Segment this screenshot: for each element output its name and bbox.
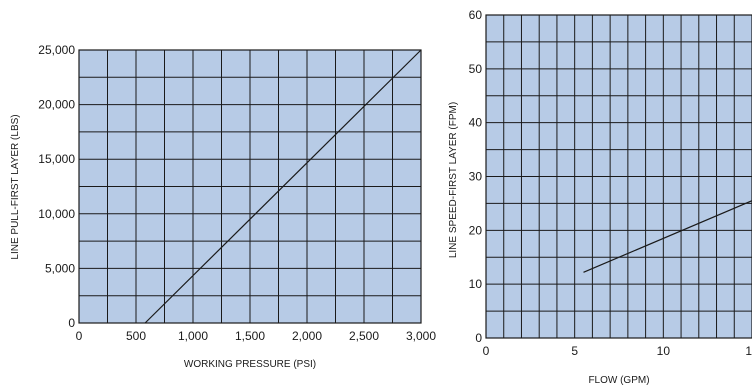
chart-left-x-ticks: 0 500 1,000 1,500 2,000 2,500 3,000 <box>76 329 437 343</box>
chart-left-x-tick-label: 0 <box>76 329 83 343</box>
chart-left-x-tick-label: 2,500 <box>349 329 379 343</box>
chart-left-grid <box>78 49 422 324</box>
chart-right-x-tick-label: 10 <box>657 344 671 358</box>
chart-right-x-axis-label: FLOW (GPM) <box>588 375 649 386</box>
chart-right-y-tick-label: 50 <box>469 62 483 76</box>
chart-right-y-ticks: 0 10 20 30 40 50 60 <box>469 8 483 345</box>
chart-right-y-axis-label: LINE SPEED-FIRST LAYER (FPM) <box>448 102 459 258</box>
chart-right-series <box>583 200 752 273</box>
chart-right-x-tick-label: 5 <box>571 344 578 358</box>
chart-left-x-tick-label: 2,000 <box>292 329 322 343</box>
chart-left-y-tick-label: 20,000 <box>38 98 75 112</box>
chart-left-y-tick-label: 5,000 <box>45 261 75 275</box>
chart-left-series-line <box>144 49 422 324</box>
chart-right-x-ticks: 0 5 10 15 <box>483 344 752 358</box>
chart-right-y-tick-label: 10 <box>469 277 483 291</box>
chart-left-x-tick-label: 1,000 <box>178 329 208 343</box>
chart-right-y-tick-label: 20 <box>469 223 483 237</box>
chart-right-grid <box>485 14 752 339</box>
chart-left-x-tick-label: 1,500 <box>235 329 265 343</box>
chart-right-x-tick-label: 15 <box>745 344 752 358</box>
chart-left-y-axis-label: LINE PULL-FIRST LAYER (LBS) <box>10 114 21 259</box>
chart-left-y-tick-label: 15,000 <box>38 152 75 166</box>
chart-left-y-tick-label: 10,000 <box>38 207 75 221</box>
chart-right-y-tick-label: 0 <box>475 331 482 345</box>
chart-right-y-tick-label: 60 <box>469 8 483 22</box>
chart-left-x-tick-label: 500 <box>126 329 146 343</box>
chart-left-y-tick-label: 0 <box>68 316 75 330</box>
chart-left: 0 500 1,000 1,500 2,000 2,500 3,000 0 5,000 10,0… <box>10 43 436 370</box>
chart-left-y-ticks: 0 5,000 10,000 15,000 20,000 25,000 <box>38 43 75 330</box>
chart-left-series <box>144 49 422 324</box>
chart-right-series-line <box>583 200 752 273</box>
chart-left-x-axis-label: WORKING PRESSURE (PSI) <box>184 359 316 370</box>
chart-right: 0 5 10 15 0 10 20 30 40 50 60 FLOW (GPM) LINE SPE… <box>448 8 752 386</box>
chart-left-x-tick-label: 3,000 <box>406 329 436 343</box>
chart-right-y-tick-label: 40 <box>469 116 483 130</box>
chart-left-y-tick-label: 25,000 <box>38 43 75 57</box>
chart-right-y-tick-label: 30 <box>469 170 483 184</box>
chart-right-x-tick-label: 0 <box>483 344 490 358</box>
